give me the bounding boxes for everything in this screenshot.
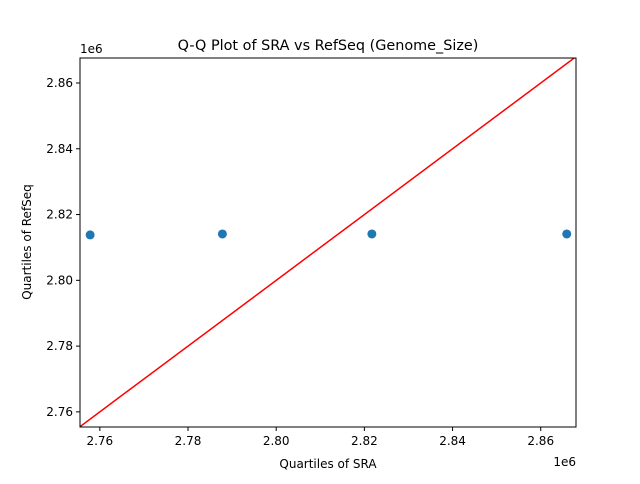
reference-line xyxy=(80,58,576,427)
axes-frame xyxy=(79,57,577,428)
y-tick-label: 2.78 xyxy=(46,339,73,353)
x-axis-label: Quartiles of SRA xyxy=(279,457,377,471)
data-point xyxy=(367,229,377,239)
y-tick-label: 2.80 xyxy=(46,273,73,287)
y-tick-label: 2.84 xyxy=(46,142,73,156)
data-point xyxy=(217,229,227,239)
y-tick-label: 2.76 xyxy=(46,405,73,419)
x-tick-label: 2.76 xyxy=(86,434,113,448)
chart-title: Q-Q Plot of SRA vs RefSeq (Genome_Size) xyxy=(178,38,479,54)
x-tick-label: 2.80 xyxy=(263,434,290,448)
x-tick-label: 2.78 xyxy=(175,434,202,448)
x-tick-label: 2.82 xyxy=(351,434,378,448)
plot-area xyxy=(80,58,576,427)
data-point xyxy=(85,230,95,240)
y-axis: 2.76 2.78 2.80 2.82 2.84 2.86 xyxy=(46,76,80,419)
y-axis-label: Quartiles of RefSeq xyxy=(20,184,34,300)
x-axis: 2.76 2.78 2.80 2.82 2.84 2.86 xyxy=(86,427,554,448)
y-offset-label: 1e6 xyxy=(80,42,103,56)
y-tick-label: 2.86 xyxy=(46,76,73,90)
data-point xyxy=(562,229,572,239)
x-offset-label: 1e6 xyxy=(553,455,576,469)
y-tick-label: 2.82 xyxy=(46,208,73,222)
x-tick-label: 2.86 xyxy=(527,434,554,448)
x-tick-label: 2.84 xyxy=(439,434,466,448)
